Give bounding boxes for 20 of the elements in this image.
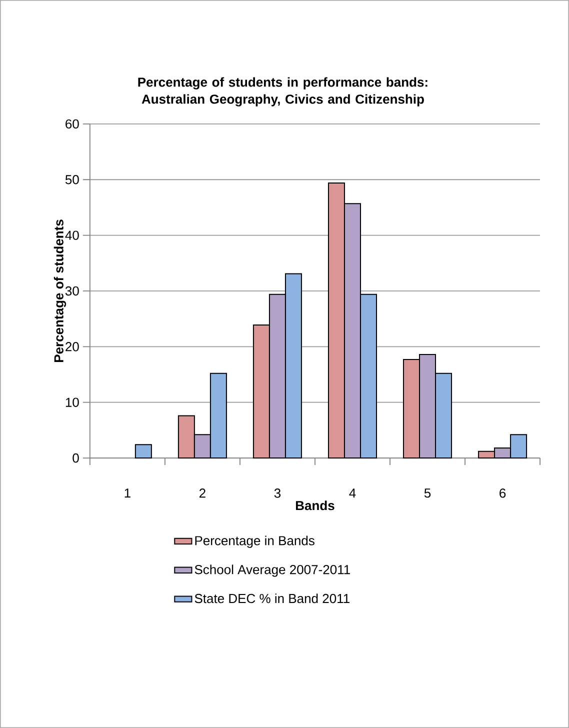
legend-label: State DEC % in Band 2011 [194,594,350,604]
x-tick-label: 2 [200,488,206,498]
x-tick-label: 6 [500,488,506,498]
x-tick-label: 1 [124,488,130,498]
y-tick-label: 50 [65,175,79,184]
bar [134,444,152,459]
y-tick-label: 10 [66,398,79,407]
y-tick-label: 20 [66,342,79,352]
x-tick-label: 5 [424,488,431,498]
chart-title: Percentage of students in performance bands: Australian Geography, Civics and Citizenship [138,77,428,106]
x-axis-title: Bands [296,500,334,510]
y-tick-label: 60 [66,119,79,129]
legend-label: School Average 2007-2011 [194,564,350,577]
x-tick-label: 4 [349,488,356,498]
legend-label: Percentage in Bands [195,536,314,548]
y-axis-title: Percentage of students [54,220,66,362]
y-tick-label: 40 [65,230,79,240]
x-tick-label: 3 [274,488,281,498]
y-tick-label: 30 [65,286,79,296]
y-tick-label: 0 [72,453,79,463]
